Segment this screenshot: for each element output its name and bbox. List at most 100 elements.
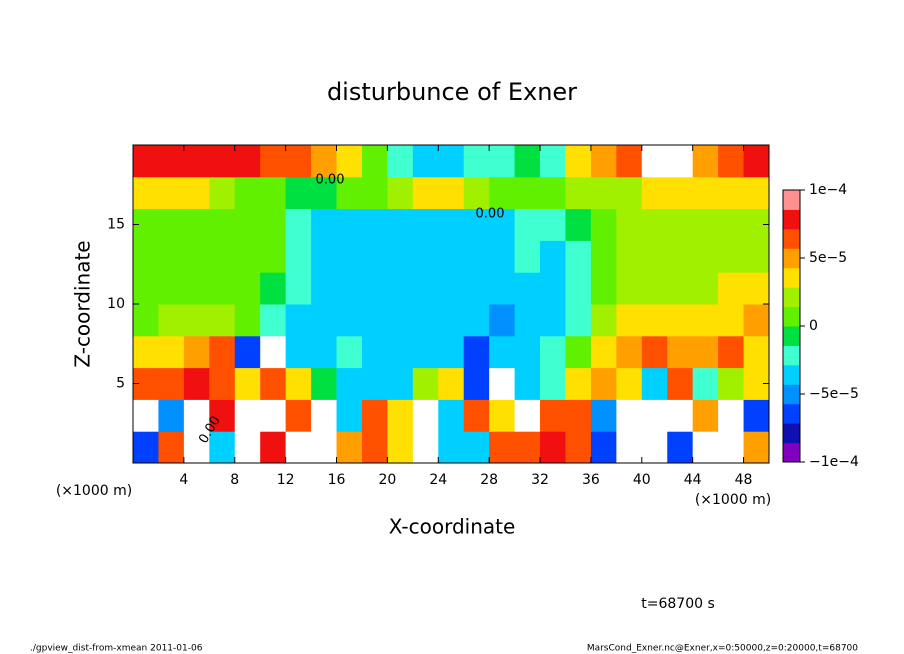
cell: [489, 431, 516, 464]
cell: [667, 240, 694, 273]
cell: [133, 272, 159, 305]
cell: [743, 240, 770, 273]
cell: [336, 208, 363, 241]
cell: [285, 272, 312, 305]
cell: [718, 399, 745, 432]
x-tick-label: 8: [230, 472, 239, 488]
cell: [336, 145, 363, 178]
cell: [463, 145, 490, 178]
cell: [336, 240, 363, 273]
cell: [311, 367, 338, 400]
cell: [463, 399, 490, 432]
cell: [158, 304, 185, 337]
cell: [234, 431, 261, 464]
cell: [616, 431, 643, 464]
cell: [336, 304, 363, 337]
cell: [133, 335, 159, 369]
cell: [412, 335, 439, 369]
cell: [641, 176, 668, 210]
colorbar-swatch: [783, 364, 800, 385]
cell: [616, 304, 643, 337]
colorbar-swatch: [783, 267, 800, 288]
cell: [692, 335, 719, 369]
cell: [209, 335, 236, 369]
cell: [361, 176, 388, 210]
cell: [158, 208, 185, 241]
cell: [260, 335, 287, 369]
cell: [183, 431, 210, 464]
cell: [692, 399, 719, 432]
cell: [565, 304, 592, 337]
cell: [743, 335, 770, 369]
cell: [489, 272, 516, 305]
cell: [463, 208, 490, 241]
cell: [412, 176, 439, 210]
x-tick-label: 12: [277, 472, 295, 488]
x-tick-label: 48: [735, 472, 753, 488]
cell: [158, 335, 185, 369]
colorbar-swatch: [783, 403, 800, 424]
cell: [438, 272, 465, 305]
cell: [565, 431, 592, 464]
cell: [514, 304, 541, 337]
cell: [718, 176, 745, 210]
cell: [387, 304, 414, 337]
cell: [616, 176, 643, 210]
cell: [540, 431, 566, 464]
cell: [489, 399, 516, 432]
cell: [234, 240, 261, 273]
cell: [336, 431, 363, 464]
cell: [565, 367, 592, 400]
cell: [489, 240, 516, 273]
cell: [285, 335, 312, 369]
colorbar-swatch: [783, 423, 800, 444]
cell: [412, 208, 439, 241]
cell: [311, 145, 338, 178]
cell: [641, 367, 668, 400]
cell: [565, 335, 592, 369]
x-axis-label: X-coordinate: [389, 515, 516, 539]
cell: [183, 335, 210, 369]
cell: [616, 208, 643, 241]
y-tick-label: 10: [107, 296, 125, 312]
cell: [133, 145, 159, 178]
x-tick-label: 44: [684, 472, 702, 488]
cell: [183, 367, 210, 400]
y-tick-label: 5: [116, 376, 125, 392]
cell: [158, 240, 185, 273]
cell: [565, 272, 592, 305]
cell: [540, 399, 566, 432]
cell: [209, 399, 236, 432]
chart-title: disturbunce of Exner: [327, 78, 577, 106]
cell: [260, 272, 287, 305]
cell: [158, 272, 185, 305]
x-tick-label: 20: [378, 472, 396, 488]
cell: [540, 208, 566, 241]
cell: [387, 272, 414, 305]
cell: [158, 431, 185, 464]
cell: [565, 176, 592, 210]
cell: [590, 367, 617, 400]
cell: [590, 145, 617, 178]
cell: [336, 335, 363, 369]
cell: [692, 176, 719, 210]
colorbar-swatch: [783, 228, 800, 249]
cell: [209, 431, 236, 464]
contour-label: 0.00: [476, 207, 505, 222]
colorbar-tick-label: −5e−5: [809, 386, 859, 402]
cell: [412, 367, 439, 400]
cell: [718, 272, 745, 305]
cell: [565, 208, 592, 241]
cell: [616, 145, 643, 178]
cell: [667, 208, 694, 241]
cell: [260, 240, 287, 273]
cell: [361, 367, 388, 400]
cell: [209, 304, 236, 337]
colorbar-swatch: [783, 384, 800, 405]
cell: [183, 399, 210, 432]
cell: [667, 304, 694, 337]
cell: [387, 145, 414, 178]
cell: [234, 304, 261, 337]
cell: [489, 304, 516, 337]
